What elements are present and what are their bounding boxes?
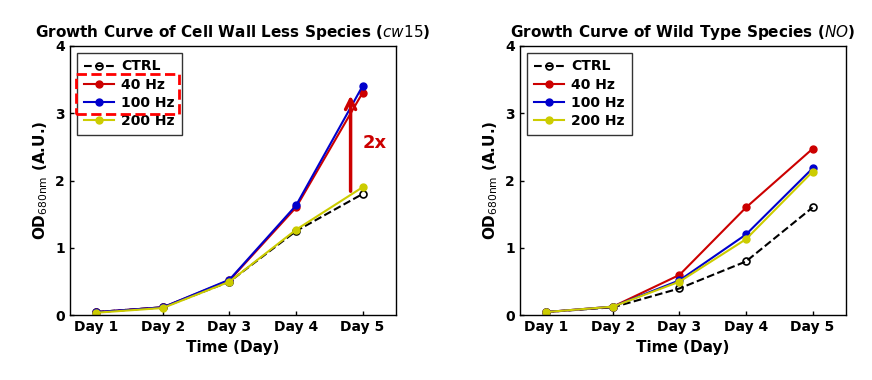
X-axis label: Time (Day): Time (Day) [186,340,280,355]
40 Hz [158,305,168,310]
Line: 40 Hz: 40 Hz [93,89,366,315]
200 Hz [158,306,168,310]
200 Hz [608,304,618,309]
200 Hz [358,185,368,190]
Text: 2x: 2x [363,135,386,152]
Line: 100 Hz: 100 Hz [93,82,366,315]
100 Hz [674,278,685,283]
100 Hz [290,203,301,208]
40 Hz [358,90,368,95]
200 Hz [674,279,685,284]
100 Hz [608,304,618,309]
40 Hz [807,147,818,151]
Title: Growth Curve of Wild Type Species ($\mathit{NO}$): Growth Curve of Wild Type Species ($\mat… [510,23,855,42]
CTRL [92,310,102,314]
200 Hz [741,237,752,241]
Legend: CTRL, 40 Hz, 100 Hz, 200 Hz: CTRL, 40 Hz, 100 Hz, 200 Hz [77,52,181,135]
CTRL [807,205,818,210]
100 Hz [358,84,368,89]
100 Hz [92,310,102,314]
40 Hz [224,278,235,283]
100 Hz [807,166,818,171]
40 Hz [92,310,102,314]
Legend: CTRL, 40 Hz, 100 Hz, 200 Hz: CTRL, 40 Hz, 100 Hz, 200 Hz [527,52,631,135]
40 Hz [674,273,685,277]
200 Hz [290,228,301,232]
CTRL [290,229,301,233]
40 Hz [741,205,752,210]
CTRL [608,305,618,310]
CTRL [358,192,368,196]
Y-axis label: OD$_{\rm{680nm}}$ (A.U.): OD$_{\rm{680nm}}$ (A.U.) [480,121,500,240]
200 Hz [542,310,552,314]
40 Hz [290,205,301,210]
200 Hz [224,279,235,284]
CTRL [542,310,552,314]
200 Hz [92,310,102,315]
Y-axis label: OD$_{\rm{680nm}}$ (A.U.): OD$_{\rm{680nm}}$ (A.U.) [31,121,50,240]
CTRL [158,305,168,310]
CTRL [674,286,685,291]
100 Hz [158,305,168,310]
Title: Growth Curve of Cell Wall Less Species ($\mathit{cw15}$): Growth Curve of Cell Wall Less Species (… [35,23,431,42]
CTRL [741,259,752,264]
200 Hz [807,169,818,174]
CTRL [224,279,235,284]
Line: CTRL: CTRL [93,190,366,315]
40 Hz [608,304,618,309]
40 Hz [542,310,552,314]
Line: CTRL: CTRL [543,204,816,315]
100 Hz [542,310,552,314]
100 Hz [224,277,235,282]
Line: 100 Hz: 100 Hz [543,165,816,315]
X-axis label: Time (Day): Time (Day) [636,340,730,355]
Line: 40 Hz: 40 Hz [543,145,816,315]
Line: 200 Hz: 200 Hz [93,184,366,316]
Line: 200 Hz: 200 Hz [543,168,816,315]
100 Hz [741,232,752,237]
